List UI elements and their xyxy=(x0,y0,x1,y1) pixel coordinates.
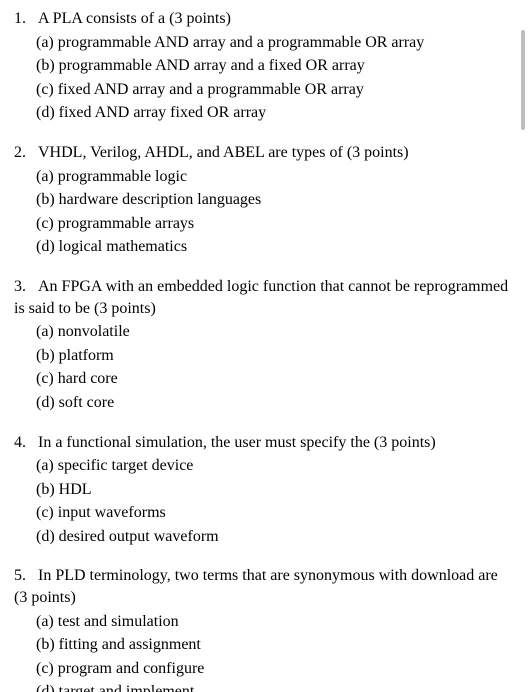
options-list: (a) test and simulation(b) fitting and a… xyxy=(14,611,515,692)
question-stem: 5. In PLD terminology, two terms that ar… xyxy=(14,565,515,608)
question-1: 1. A PLA consists of a (3 points)(a) pro… xyxy=(14,8,515,124)
option-c: (c) hard core xyxy=(36,368,515,390)
question-stem: 1. A PLA consists of a (3 points) xyxy=(14,8,515,30)
option-c: (c) program and configure xyxy=(36,658,515,680)
question-stem: 4. In a functional simulation, the user … xyxy=(14,432,515,454)
option-b: (b) platform xyxy=(36,345,515,367)
option-a: (a) test and simulation xyxy=(36,611,515,633)
options-list: (a) programmable AND array and a program… xyxy=(14,32,515,124)
option-a: (a) nonvolatile xyxy=(36,321,515,343)
options-list: (a) programmable logic(b) hardware descr… xyxy=(14,166,515,258)
question-3: 3. An FPGA with an embedded logic functi… xyxy=(14,276,515,414)
question-5: 5. In PLD terminology, two terms that ar… xyxy=(14,565,515,692)
option-b: (b) HDL xyxy=(36,479,515,501)
question-2: 2. VHDL, Verilog, AHDL, and ABEL are typ… xyxy=(14,142,515,258)
question-4: 4. In a functional simulation, the user … xyxy=(14,432,515,548)
question-stem: 2. VHDL, Verilog, AHDL, and ABEL are typ… xyxy=(14,142,515,164)
scrollbar-thumb[interactable] xyxy=(521,30,525,130)
option-b: (b) programmable AND array and a fixed O… xyxy=(36,55,515,77)
option-d: (d) fixed AND array fixed OR array xyxy=(36,102,515,124)
option-d: (d) soft core xyxy=(36,392,515,414)
options-list: (a) specific target device(b) HDL(c) inp… xyxy=(14,455,515,547)
option-a: (a) specific target device xyxy=(36,455,515,477)
option-d: (d) logical mathematics xyxy=(36,236,515,258)
option-c: (c) programmable arrays xyxy=(36,213,515,235)
option-a: (a) programmable AND array and a program… xyxy=(36,32,515,54)
question-stem: 3. An FPGA with an embedded logic functi… xyxy=(14,276,515,319)
option-b: (b) fitting and assignment xyxy=(36,634,515,656)
options-list: (a) nonvolatile(b) platform(c) hard core… xyxy=(14,321,515,413)
option-d: (d) desired output waveform xyxy=(36,526,515,548)
option-c: (c) fixed AND array and a programmable O… xyxy=(36,79,515,101)
option-b: (b) hardware description languages xyxy=(36,189,515,211)
option-a: (a) programmable logic xyxy=(36,166,515,188)
quiz-page: 1. A PLA consists of a (3 points)(a) pro… xyxy=(0,0,529,692)
option-c: (c) input waveforms xyxy=(36,502,515,524)
option-d: (d) target and implement xyxy=(36,681,515,692)
